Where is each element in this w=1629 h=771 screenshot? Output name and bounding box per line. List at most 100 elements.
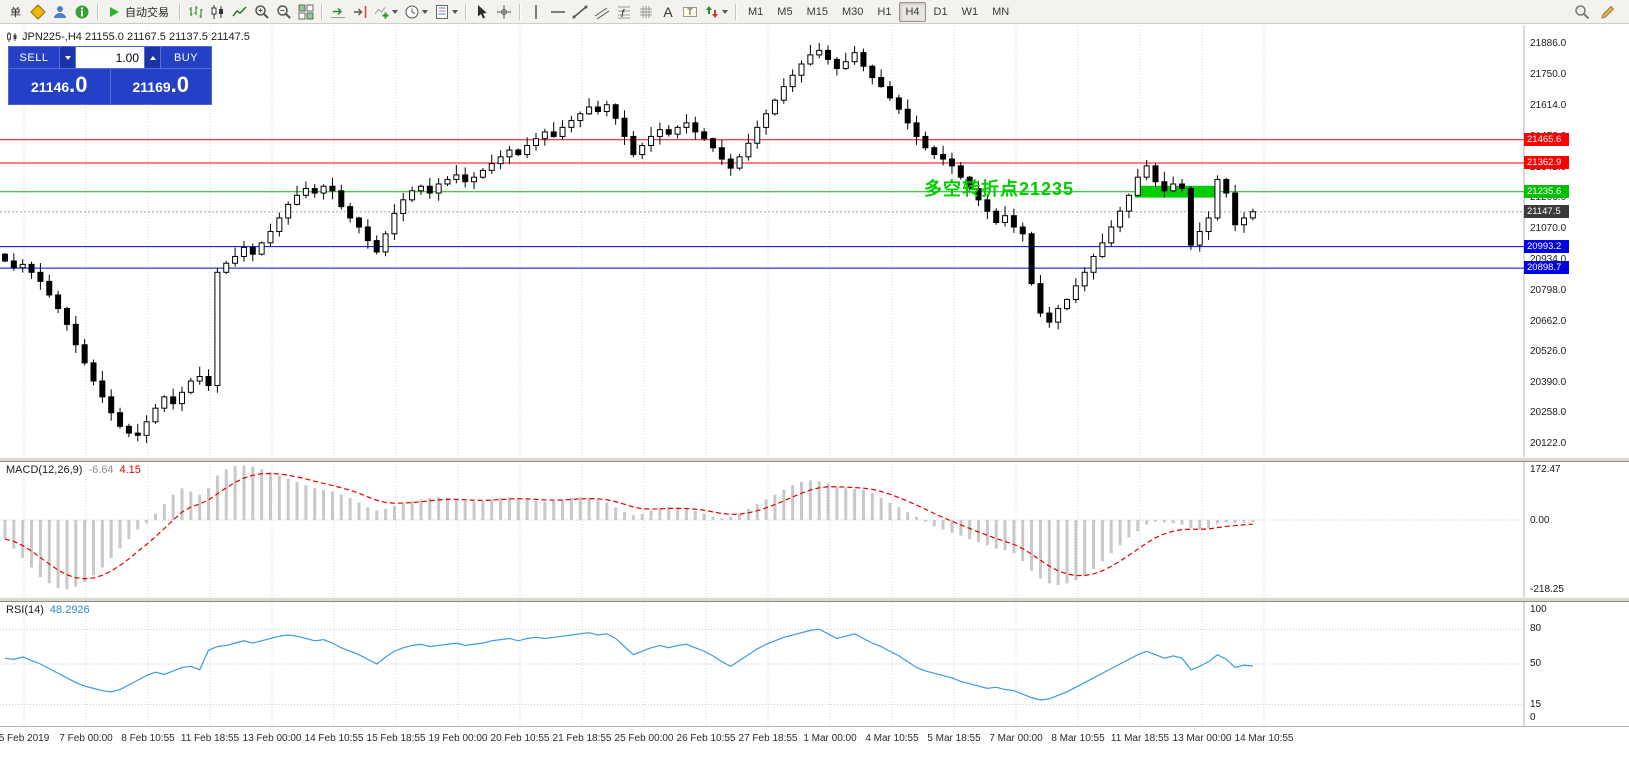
dropdown-caret-icon [722, 9, 728, 14]
time-axis-label: 25 Feb 00:00 [614, 733, 674, 744]
dropdown-caret-icon [452, 9, 458, 14]
person-icon [52, 4, 68, 20]
indicators-icon [374, 4, 390, 20]
tf-m30-button[interactable]: M30 [836, 2, 869, 22]
chevron-down-icon [64, 55, 71, 60]
channel-icon [594, 4, 610, 20]
labelT-icon: T [682, 4, 698, 20]
time-axis-label: 14 Feb 10:55 [304, 733, 364, 744]
text-button[interactable]: A [658, 2, 678, 22]
toolbar-separator [97, 3, 99, 20]
volume-stepper[interactable] [144, 47, 161, 68]
hline-icon [550, 4, 566, 20]
arrows-button[interactable] [702, 2, 730, 22]
trendline-button[interactable] [570, 2, 590, 22]
fibonacci-button[interactable]: f [614, 2, 634, 22]
fibo-icon: f [616, 4, 632, 20]
tf-h1-button[interactable]: H1 [871, 2, 897, 22]
toolbar-items: 单 自动交易 f A T M1 M5 M15 M30 H1 H4 D1 W1 MN [4, 0, 1016, 23]
templates-button[interactable] [432, 2, 460, 22]
search-icon [1574, 4, 1590, 20]
buy-price-pips: .0 [170, 72, 190, 97]
zoom-in-button[interactable] [252, 2, 272, 22]
cross-icon [496, 4, 512, 20]
auto-scroll-button[interactable] [328, 2, 348, 22]
time-axis-label: 13 Mar 00:00 [1172, 733, 1232, 744]
shift-icon [352, 4, 368, 20]
macd-label: MACD(12,26,9) -6.64 4.15 [6, 464, 141, 476]
sell-price-button[interactable]: 21146.0 [9, 69, 110, 104]
line-chart-button[interactable] [230, 2, 250, 22]
volume-input[interactable]: 1.00 [76, 47, 144, 68]
chart-canvas[interactable] [0, 24, 1629, 771]
one-click-top-row: SELL 1.00 BUY [9, 47, 211, 69]
time-axis-label: 26 Feb 10:55 [676, 733, 736, 744]
cursor-icon [474, 4, 490, 20]
buy-button[interactable]: BUY [173, 51, 199, 64]
gridicon-icon [638, 4, 654, 20]
toolbar-right [1571, 2, 1625, 22]
new-order-button-label: 单 [10, 6, 21, 19]
tf-m15-button[interactable]: M15 [801, 2, 834, 22]
text-label-button[interactable]: T [680, 2, 700, 22]
tf-mn-button[interactable]: MN [986, 2, 1015, 22]
tf-m15-button-label: M15 [806, 5, 828, 18]
quick-edit-button[interactable] [1598, 2, 1618, 22]
dropdown-caret-icon [392, 9, 398, 14]
autotrading-button[interactable]: 自动交易 [104, 2, 174, 22]
panel-divider-rsi[interactable] [0, 597, 1629, 602]
tf-m1-button[interactable]: M1 [742, 2, 769, 22]
pencil-icon [1600, 4, 1616, 20]
sell-dropdown[interactable] [59, 47, 76, 68]
textA-icon: A [660, 4, 676, 20]
chart-shift-button[interactable] [350, 2, 370, 22]
news-button[interactable] [72, 2, 92, 22]
time-axis-label: 13 Feb 00:00 [242, 733, 302, 744]
horizontal-line-button[interactable] [548, 2, 568, 22]
template-icon [434, 4, 450, 20]
buy-price-button[interactable]: 21169.0 [109, 69, 212, 104]
time-axis-label: 11 Feb 18:55 [180, 733, 240, 744]
search-button[interactable] [1572, 2, 1592, 22]
tile-windows-button[interactable] [296, 2, 316, 22]
time-axis[interactable]: 5 Feb 2019 7 Feb 00:00 8 Feb 10:55 11 Feb 1… [0, 726, 1629, 751]
cursor-button[interactable] [472, 2, 492, 22]
candlestick-chart-button[interactable] [208, 2, 228, 22]
panel-divider-macd[interactable] [0, 457, 1629, 462]
one-click-trading-panel: SELL 1.00 BUY 21146.0 21169.0 [8, 46, 212, 105]
line-icon [232, 4, 248, 20]
tf-d1-button[interactable]: D1 [928, 2, 954, 22]
svg-text:T: T [687, 7, 693, 17]
zoom-out-button[interactable] [274, 2, 294, 22]
indicators-button[interactable] [372, 2, 400, 22]
toolbar-separator [735, 3, 737, 20]
vertical-line-button[interactable] [526, 2, 546, 22]
candlestick-series [2, 42, 1256, 444]
zoomin-icon [254, 4, 270, 20]
periods-button[interactable] [402, 2, 430, 22]
time-axis-label: 8 Mar 10:55 [1051, 733, 1105, 744]
time-axis-label: 1 Mar 00:00 [803, 733, 857, 744]
channel-button[interactable] [592, 2, 612, 22]
play-icon [106, 4, 122, 20]
tf-w1-button[interactable]: W1 [956, 2, 985, 22]
toolbar-separator [321, 3, 323, 20]
chart-type-icon [6, 31, 18, 43]
tf-h4-button[interactable]: H4 [899, 1, 926, 22]
tf-d1-button-label: D1 [933, 5, 948, 18]
time-axis-label: 5 Feb 2019 [0, 733, 50, 744]
bar-chart-button[interactable] [186, 2, 206, 22]
crosshair-button[interactable] [494, 2, 514, 22]
info-icon [74, 4, 90, 20]
tile-icon [298, 4, 314, 20]
sell-button[interactable]: SELL [19, 51, 49, 64]
tf-h1-button-label: H1 [877, 5, 892, 18]
tf-h4-button-label: H4 [905, 5, 920, 18]
community-button[interactable] [50, 2, 70, 22]
metaeditor-button[interactable] [28, 2, 48, 22]
tf-m5-button[interactable]: M5 [771, 2, 798, 22]
grid-tool-button[interactable] [636, 2, 656, 22]
time-axis-label: 15 Feb 18:55 [366, 733, 426, 744]
new-order-button[interactable]: 单 [5, 2, 26, 22]
